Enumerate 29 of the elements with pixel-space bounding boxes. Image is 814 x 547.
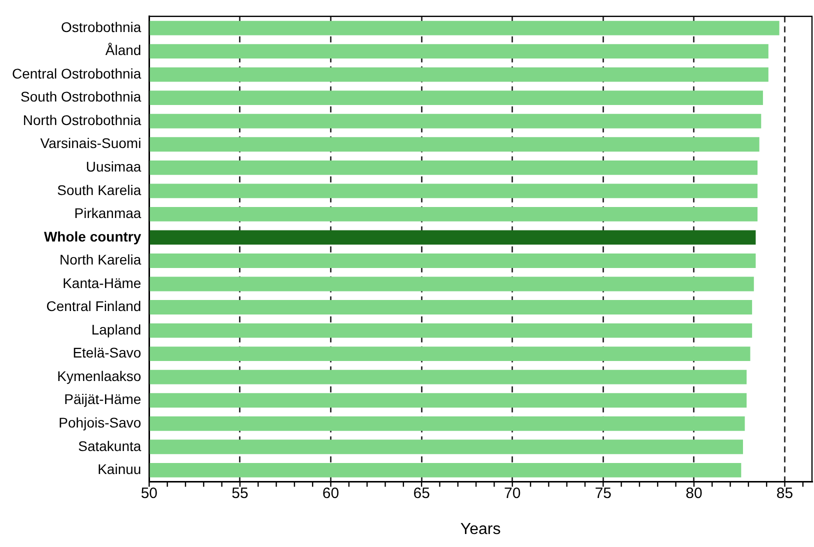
y-tick-label: North Ostrobothnia <box>22 112 142 128</box>
y-tick-label: Varsinais-Suomi <box>40 135 142 152</box>
x-tick-label: 85 <box>776 484 794 502</box>
x-tick-label: 70 <box>504 484 521 502</box>
y-tick-label: North Karelia <box>59 252 142 268</box>
y-tick-label: Satakunta <box>78 438 142 454</box>
y-tick-label: Etelä-Savo <box>72 344 142 361</box>
x-tick-label: 60 <box>322 484 340 502</box>
y-tick-label: Kanta-Häme <box>62 274 142 291</box>
y-tick-label: Pirkanmaa <box>74 205 142 222</box>
y-tick-label: South Karelia <box>57 182 142 198</box>
y-tick-label: Kymenlaakso <box>57 368 142 384</box>
x-tick-label: 80 <box>686 484 702 502</box>
y-tick-label: Kainuu <box>98 461 142 478</box>
x-tick-label: 65 <box>413 484 430 502</box>
y-tick-label: Pohjois-Savo <box>58 414 142 430</box>
y-tick-label: Päijät-Häme <box>64 391 142 408</box>
x-tick-label: 75 <box>594 484 612 502</box>
x-tick-label: 50 <box>140 484 158 502</box>
x-axis-title: Years <box>460 520 501 538</box>
y-tick-label: Lapland <box>91 321 142 338</box>
y-tick-label: Uusimaa <box>86 158 142 175</box>
y-tick-label: Åland <box>105 42 142 58</box>
x-tick-label: 55 <box>232 484 248 502</box>
y-tick-label: Central Ostrobothnia <box>12 65 142 82</box>
y-tick-label: Whole country <box>44 228 142 244</box>
y-tick-label: South Ostrobothnia <box>20 88 142 105</box>
y-tick-label: Central Finland <box>46 298 142 314</box>
y-tick-label: Ostrobothnia <box>61 18 142 35</box>
